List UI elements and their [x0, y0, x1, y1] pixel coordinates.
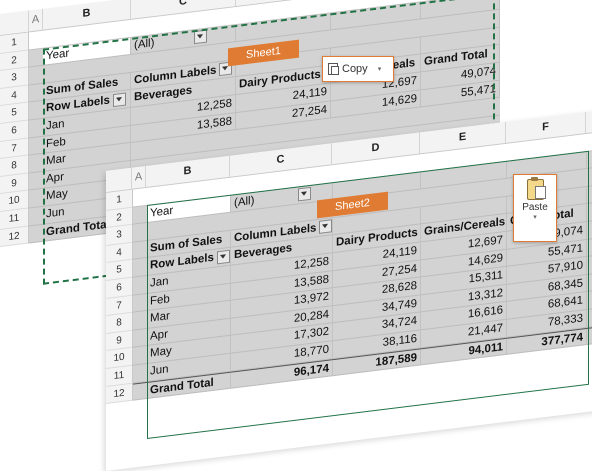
- clipboard-icon: [526, 177, 546, 200]
- chevron-down-icon: ▾: [533, 214, 537, 221]
- paste-label: Paste: [522, 202, 548, 213]
- row-filter-icon[interactable]: [112, 92, 126, 107]
- row-header-bar: 1 2 3 4 5 6 7 8 9 10 11 12: [0, 32, 29, 248]
- filter-dropdown-icon[interactable]: [298, 186, 312, 202]
- select-all-corner[interactable]: [106, 167, 132, 192]
- paste-button[interactable]: Paste ▾: [513, 174, 557, 242]
- row-filter-icon[interactable]: [216, 249, 230, 265]
- chevron-down-icon: ▾: [377, 66, 382, 73]
- copy-label: Copy: [342, 63, 368, 75]
- column-header-a[interactable]: A: [29, 8, 43, 32]
- copy-button[interactable]: Copy ▾: [322, 56, 394, 82]
- row-header-bar: 1 2 3 4 5 6 7 8 9 10 11 12: [106, 189, 133, 405]
- sheet2-view: A B C D E F 1 2 3 4 5 6 7 8 9 10 11 12 Y…: [106, 109, 592, 471]
- column-header-a[interactable]: A: [132, 166, 146, 189]
- row-header[interactable]: 12: [106, 383, 132, 405]
- filter-dropdown-icon[interactable]: [194, 29, 208, 45]
- select-all-corner[interactable]: [0, 10, 29, 36]
- copy-icon: [328, 63, 339, 75]
- column-filter-icon[interactable]: [319, 219, 333, 235]
- row-header[interactable]: 12: [0, 226, 28, 248]
